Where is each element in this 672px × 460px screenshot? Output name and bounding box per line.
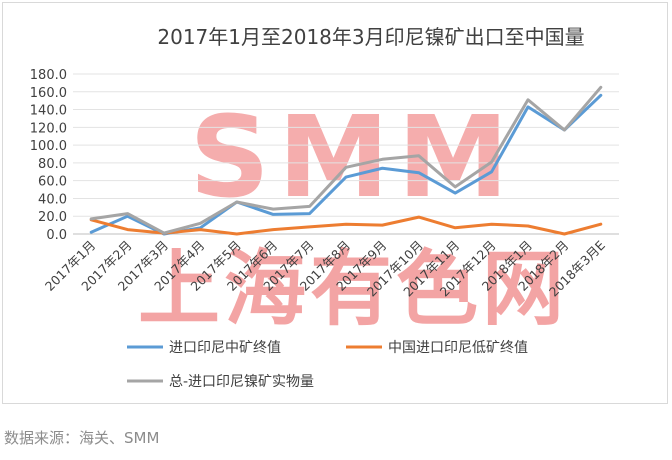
y-axis-ticks: 0.0 20.0 40.0 60.0 80.0 100.0 120.0 140.0 160.0 1… <box>30 68 67 243</box>
series-lines <box>89 85 603 236</box>
series-line-2 <box>89 215 603 236</box>
legend-label-1: 进口印尼中矿终值 <box>169 340 281 356</box>
y-tick-label: 40.0 <box>38 192 67 207</box>
watermark-smm: SMM <box>189 93 517 223</box>
legend-label-3: 总-进口印尼镍矿实物量 <box>169 374 314 390</box>
watermark-cjk: 上海有色网 <box>138 242 568 337</box>
series-line-3 <box>89 85 603 235</box>
y-tick-label: 80.0 <box>38 157 67 172</box>
y-tick-label: 60.0 <box>38 175 67 190</box>
y-tick-label: 120.0 <box>30 121 67 136</box>
y-tick-label: 20.0 <box>38 210 67 225</box>
y-tick-label: 180.0 <box>30 68 67 83</box>
y-tick-label: 0.0 <box>46 228 67 243</box>
legend-label-2: 中国进口印尼低矿终值 <box>388 340 528 356</box>
chart-frame: SMM 上海有色网 2017年1月至2018年3月印尼镍矿出口至中国量 0.0 2… <box>2 2 668 404</box>
y-tick-label: 140.0 <box>30 104 67 119</box>
source-note: 数据来源：海关、SMM <box>4 429 160 447</box>
y-tick-label: 160.0 <box>30 86 67 101</box>
chart-title: 2017年1月至2018年3月印尼镍矿出口至中国量 <box>157 25 584 49</box>
y-tick-label: 100.0 <box>30 139 67 154</box>
chart-svg: SMM 上海有色网 2017年1月至2018年3月印尼镍矿出口至中国量 0.0 2… <box>30 25 619 390</box>
watermark: SMM 上海有色网 <box>138 93 568 337</box>
